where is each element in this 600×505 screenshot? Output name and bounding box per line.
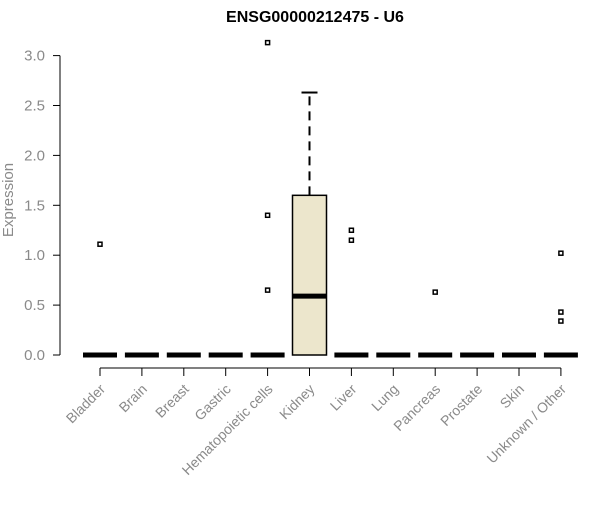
y-tick-label: 0.5 <box>24 297 45 314</box>
outlier-point <box>558 309 564 315</box>
x-tick-label: Breast <box>152 381 192 421</box>
x-tick-label: Bladder <box>63 381 109 427</box>
y-axis: 0.0 0.5 1.0 1.5 2.0 2.5 3.0 <box>24 48 61 364</box>
boxes-group <box>83 39 578 358</box>
box <box>291 194 328 356</box>
y-tick-label: 3.0 <box>24 48 45 65</box>
x-tick-label: Liver <box>327 381 360 414</box>
y-tick-label: 1.5 <box>24 197 45 214</box>
x-tick-label: Pancreas <box>390 381 443 434</box>
outlier-point <box>264 212 271 219</box>
x-tick-label: Lung <box>368 381 401 414</box>
chart-title: ENSG00000212475 - U6 <box>226 9 404 26</box>
outlier-point <box>432 289 438 295</box>
outlier-point <box>97 241 103 247</box>
x-tick-label: Skin <box>497 381 528 412</box>
x-tick-label: Prostate <box>437 381 485 429</box>
y-tick-label: 2.0 <box>24 147 45 164</box>
outlier-point <box>264 39 271 46</box>
y-tick-label: 1.0 <box>24 247 45 264</box>
x-tick-label: Brain <box>116 381 150 415</box>
x-tick-label: Kidney <box>276 381 318 423</box>
outlier-point <box>264 287 271 293</box>
y-tick-label: 0.0 <box>24 347 45 364</box>
outlier-point <box>348 227 355 233</box>
y-axis-label: Expression <box>0 163 17 237</box>
outlier-point <box>558 250 564 256</box>
y-tick-label: 2.5 <box>24 98 45 115</box>
x-tick-label: Unknown / Other <box>483 381 569 467</box>
outlier-point <box>558 318 564 324</box>
outlier-point <box>348 237 355 243</box>
